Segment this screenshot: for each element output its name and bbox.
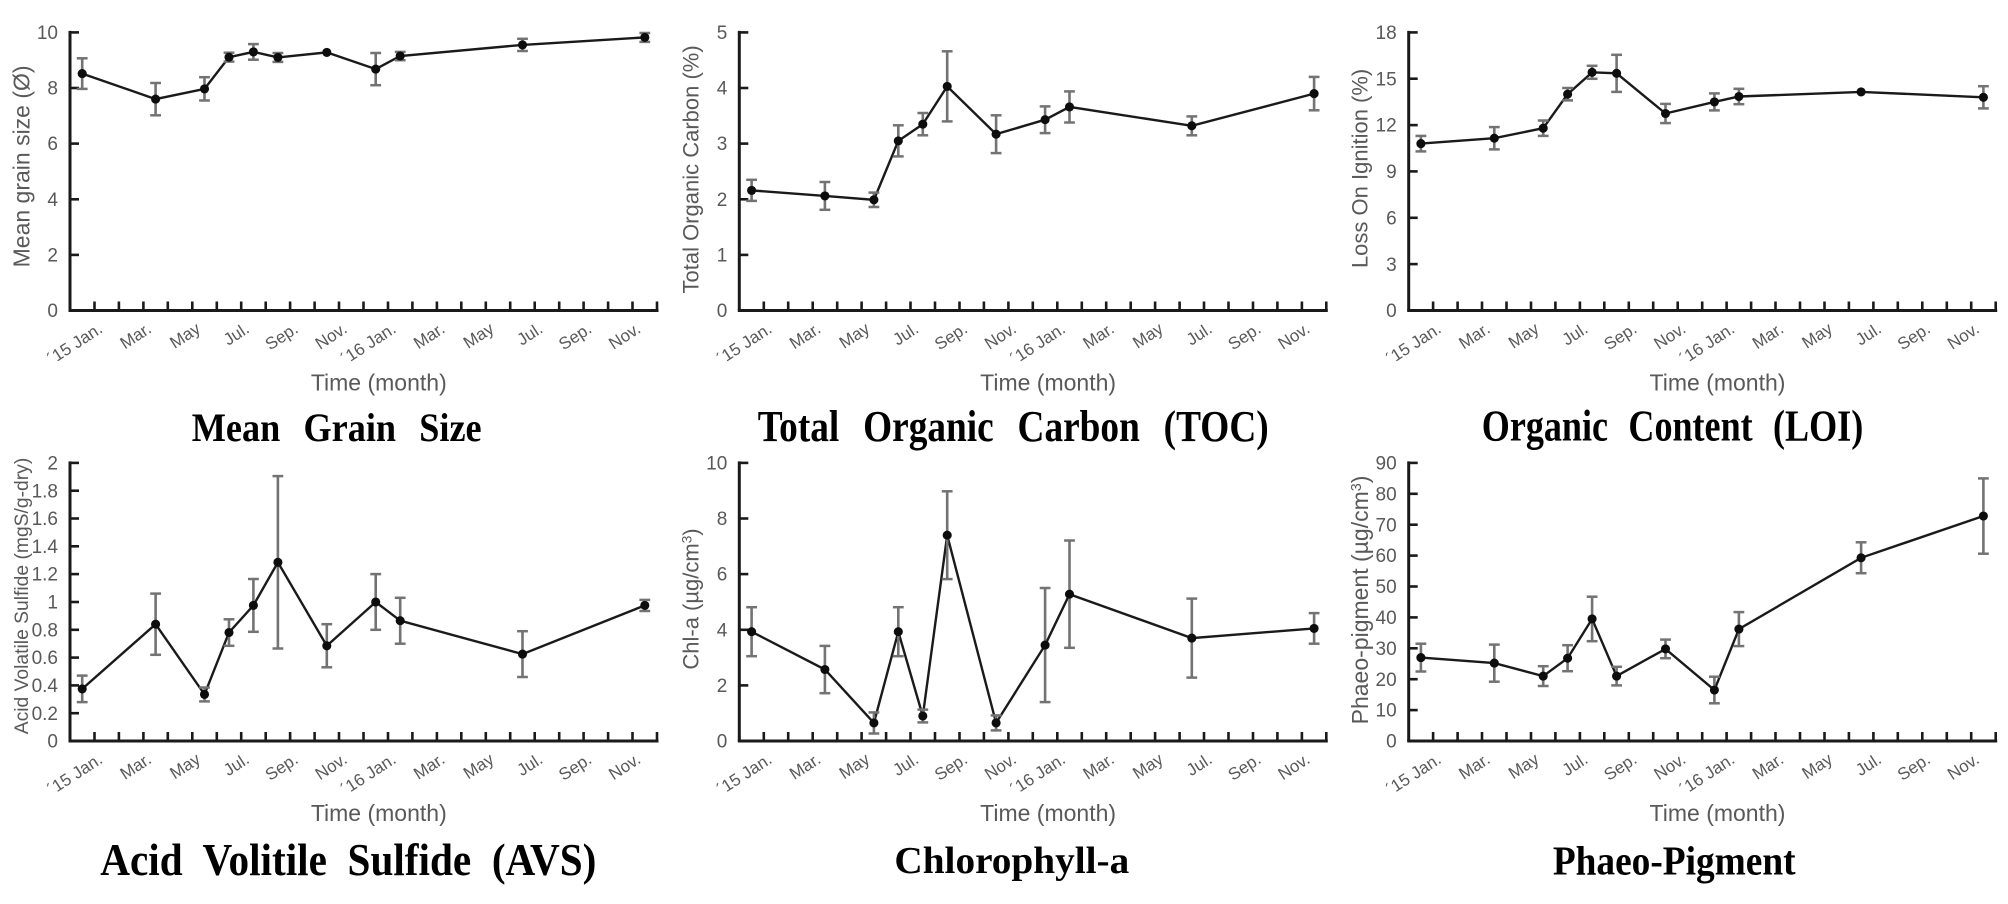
svg-text:4: 4 [717, 79, 728, 100]
svg-text:Time (month): Time (month) [311, 800, 447, 826]
svg-text:0.2: 0.2 [32, 704, 58, 725]
svg-text:18: 18 [1376, 23, 1397, 44]
svg-text:1.2: 1.2 [32, 565, 58, 586]
svg-text:30: 30 [1376, 639, 1397, 660]
svg-text:Mean Grain Size: Mean Grain Size [192, 406, 482, 450]
svg-text:1: 1 [47, 593, 58, 614]
svg-text:0: 0 [47, 301, 58, 322]
svg-text:Chl-a (µg/cm3​): Chl-a (µg/cm3​) [678, 528, 703, 669]
svg-text:Chlorophyll-a: Chlorophyll-a [894, 839, 1129, 881]
svg-text:0.8: 0.8 [32, 620, 58, 641]
svg-text:15: 15 [1376, 69, 1397, 90]
svg-text:80: 80 [1376, 484, 1397, 505]
svg-text:9: 9 [1386, 162, 1397, 183]
svg-text:70: 70 [1376, 515, 1397, 536]
svg-text:8: 8 [717, 509, 728, 530]
svg-text:Mean grain size (Ø): Mean grain size (Ø) [8, 65, 34, 267]
svg-text:0: 0 [47, 732, 58, 753]
svg-text:3: 3 [717, 134, 728, 155]
svg-text:10: 10 [1376, 701, 1397, 722]
svg-text:60: 60 [1376, 546, 1397, 567]
svg-text:Time (month): Time (month) [1650, 369, 1786, 395]
svg-text:Phaeo-pigment (µg/cm3​): Phaeo-pigment (µg/cm3​) [1347, 476, 1373, 725]
svg-text:1.4: 1.4 [32, 537, 59, 558]
svg-text:2: 2 [47, 454, 58, 475]
svg-text:10: 10 [37, 23, 58, 44]
svg-text:0: 0 [717, 732, 728, 753]
svg-text:6: 6 [47, 134, 58, 155]
svg-text:0: 0 [1386, 301, 1397, 322]
svg-text:Acid Volitile Sulfide (AVS): Acid Volitile Sulfide (AVS) [100, 835, 596, 886]
svg-text:Total Organic Carbon (TOC): Total Organic Carbon (TOC) [758, 401, 1269, 452]
svg-text:5: 5 [717, 23, 728, 44]
svg-text:2: 2 [717, 190, 728, 211]
svg-text:Phaeo-Pigment: Phaeo-Pigment [1553, 837, 1796, 883]
svg-text:Loss On Ignition (%): Loss On Ignition (%) [1348, 69, 1373, 268]
svg-text:10: 10 [706, 454, 727, 475]
svg-text:6: 6 [1386, 208, 1397, 229]
svg-text:6: 6 [717, 565, 728, 586]
svg-text:2: 2 [47, 246, 58, 267]
svg-text:12: 12 [1376, 116, 1397, 137]
svg-text:4: 4 [47, 190, 58, 211]
svg-text:3: 3 [1386, 255, 1397, 276]
svg-text:2: 2 [717, 676, 728, 697]
svg-text:20: 20 [1376, 670, 1397, 691]
svg-text:40: 40 [1376, 608, 1397, 629]
svg-text:0.4: 0.4 [32, 676, 59, 697]
svg-text:0.6: 0.6 [32, 648, 58, 669]
svg-text:Organic Content (LOI): Organic Content (LOI) [1482, 401, 1863, 450]
svg-text:4: 4 [717, 620, 728, 641]
svg-text:8: 8 [47, 79, 58, 100]
svg-text:Time (month): Time (month) [1650, 800, 1786, 826]
svg-text:1: 1 [717, 246, 728, 267]
svg-text:90: 90 [1376, 454, 1397, 475]
svg-text:0: 0 [717, 301, 728, 322]
svg-text:Time (month): Time (month) [311, 369, 447, 395]
svg-text:0: 0 [1386, 732, 1397, 753]
svg-text:50: 50 [1376, 577, 1397, 598]
svg-text:1.6: 1.6 [32, 509, 58, 530]
svg-text:Time (month): Time (month) [980, 800, 1116, 826]
svg-text:Time (month): Time (month) [980, 369, 1116, 395]
svg-text:Total Organic Carbon (%): Total Organic Carbon (%) [678, 45, 703, 293]
svg-text:Acid Volatile Sulfide (mgS/g-d: Acid Volatile Sulfide (mgS/g-dry) [12, 458, 33, 734]
svg-text:1.8: 1.8 [32, 481, 58, 502]
